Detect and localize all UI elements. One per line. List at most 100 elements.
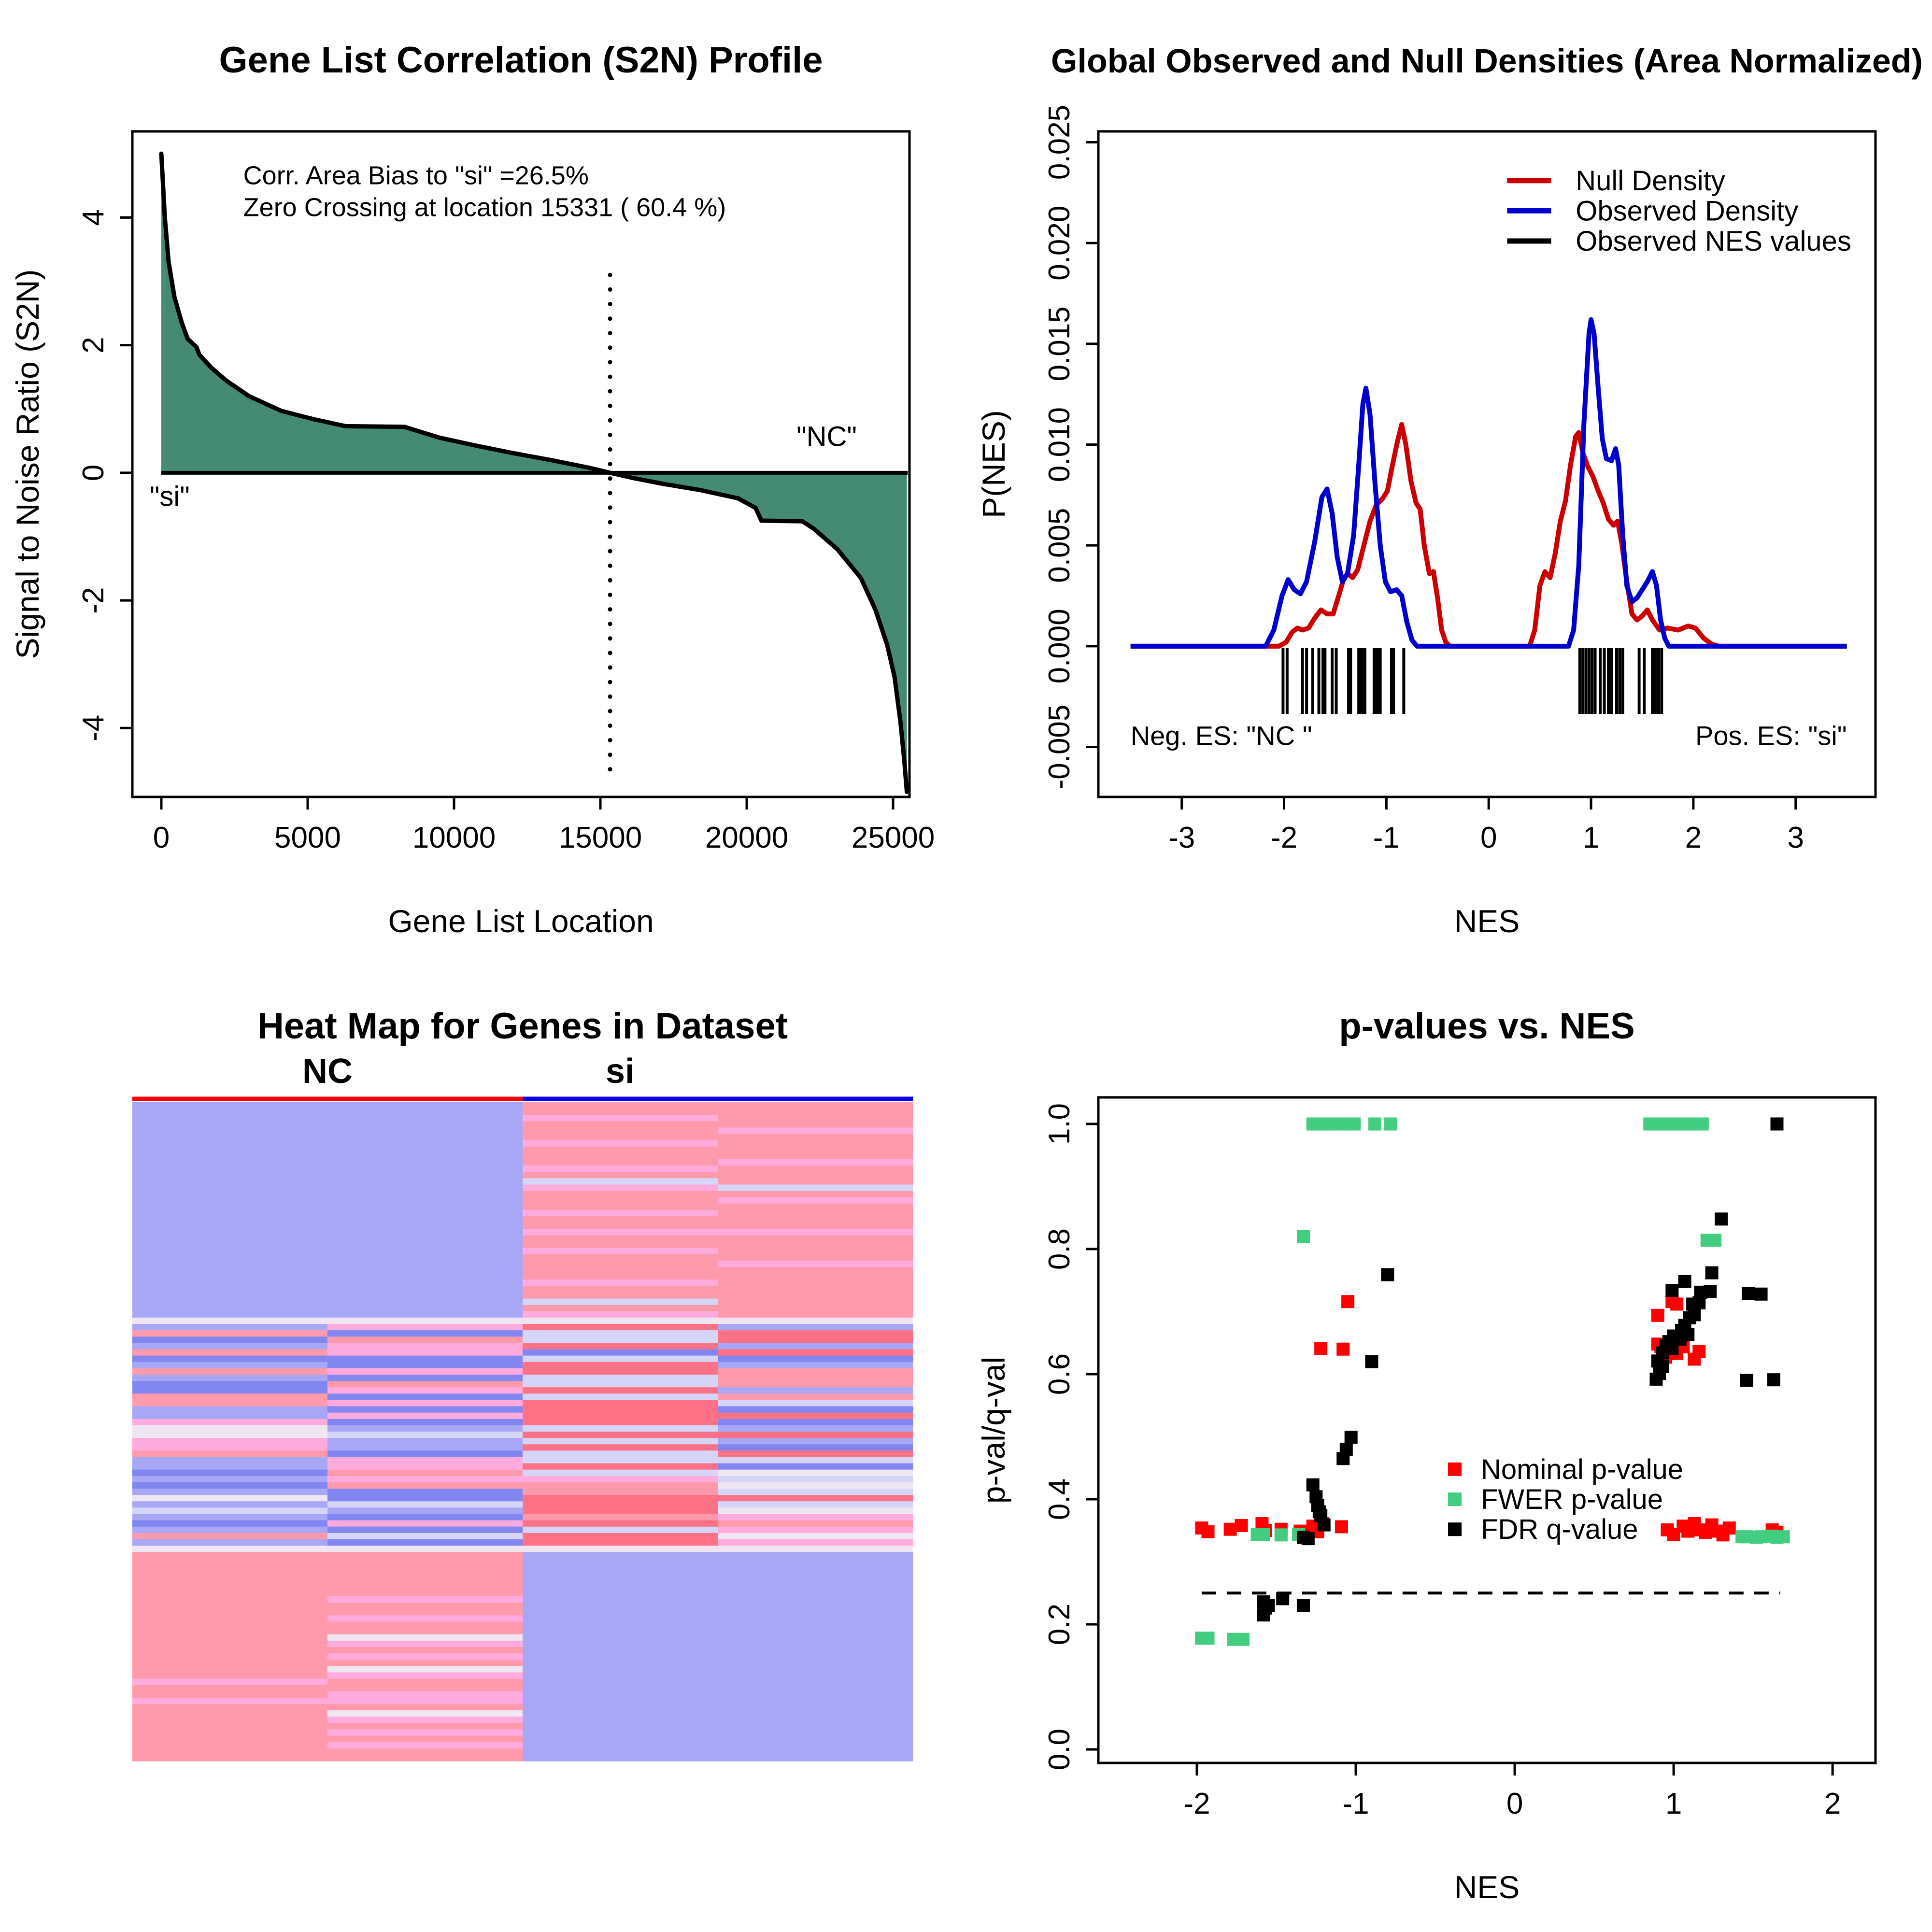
heatmap-cell bbox=[327, 1647, 523, 1654]
heatmap-cell bbox=[718, 1647, 913, 1654]
heatmap-cell bbox=[718, 1260, 913, 1267]
heatmap-cell bbox=[327, 1298, 523, 1306]
heatmap-cell bbox=[523, 1343, 718, 1350]
x-tick-label: 20000 bbox=[705, 821, 788, 854]
heatmap-cell bbox=[523, 1197, 718, 1204]
heatmap-cell bbox=[523, 1742, 718, 1749]
heatmap-cell bbox=[718, 1583, 913, 1591]
heatmap-cell bbox=[327, 1127, 523, 1135]
scatter-point-fdr bbox=[1770, 1117, 1784, 1131]
heatmap-cell bbox=[523, 1520, 718, 1527]
heatmap-cell bbox=[718, 1209, 913, 1217]
x-axis-title: NES bbox=[1454, 1869, 1520, 1905]
heatmap-cell bbox=[718, 1666, 913, 1673]
heatmap-cell bbox=[327, 1463, 523, 1470]
heatmap-cell bbox=[523, 1450, 718, 1458]
heatmap-cell bbox=[718, 1165, 913, 1172]
heatmap-cell bbox=[327, 1349, 523, 1356]
y-tick-label: 4 bbox=[77, 209, 110, 226]
y-tick-label: 1.0 bbox=[1043, 1103, 1076, 1145]
y-tick-label: 0.6 bbox=[1043, 1353, 1076, 1395]
heatmap-cell bbox=[523, 1647, 718, 1654]
heatmap-cell bbox=[132, 1178, 328, 1185]
heatmap-col-label-nc: NC bbox=[302, 1052, 353, 1091]
scatter-point-fdr bbox=[1344, 1431, 1358, 1444]
heatmap-cell bbox=[327, 1552, 523, 1559]
heatmap-cell bbox=[718, 1691, 913, 1698]
heatmap-cell bbox=[523, 1121, 718, 1128]
heatmap-cell bbox=[132, 1273, 328, 1280]
heatmap-cell bbox=[718, 1526, 913, 1534]
chart-svg-1: -3 -2 -1 0 1 2 3 -0.005 0.000 0.005 0.010 0.015 0.02… bbox=[976, 42, 1923, 939]
heatmap-cell bbox=[718, 1603, 913, 1609]
heatmap-cell bbox=[327, 1507, 523, 1515]
heatmap-cell bbox=[718, 1317, 913, 1324]
scatter-point-fdr bbox=[1306, 1478, 1320, 1492]
heatmap-cell bbox=[718, 1273, 913, 1280]
heatmap-cell bbox=[132, 1241, 328, 1249]
heatmap-cell bbox=[523, 1368, 718, 1375]
heatmap-cell bbox=[718, 1374, 913, 1381]
heatmap-cell bbox=[718, 1393, 913, 1401]
panel-densities: -3 -2 -1 0 1 2 3 -0.005 0.000 0.005 0.010 0.015 0.02… bbox=[966, 0, 1932, 966]
heatmap-cell bbox=[327, 1191, 523, 1198]
heatmap-cell bbox=[132, 1165, 328, 1172]
heatmap-cell bbox=[327, 1558, 523, 1565]
heatmap-cell bbox=[718, 1305, 913, 1312]
heatmap-cell bbox=[523, 1412, 718, 1420]
heatmap-cell bbox=[132, 1121, 328, 1128]
heatmap-cell bbox=[523, 1248, 718, 1255]
heatmap-cell bbox=[327, 1501, 523, 1508]
heatmap-cell bbox=[327, 1660, 523, 1666]
x-tick-label: 15000 bbox=[559, 821, 642, 854]
chart-svg-0: 0 5000 10000 15000 20000 25000 -4 -2 0 2 4 Gene Lis… bbox=[10, 40, 935, 939]
x-tick-label: 2 bbox=[1685, 821, 1702, 854]
heatmap-cell bbox=[327, 1754, 523, 1762]
heatmap-cell bbox=[718, 1292, 913, 1299]
heatmap-cell bbox=[718, 1596, 913, 1603]
heatmap-cell bbox=[132, 1362, 328, 1369]
heatmap-cell bbox=[327, 1609, 523, 1616]
scatter-point-nominal bbox=[1314, 1342, 1328, 1355]
heatmap-cell bbox=[718, 1685, 913, 1692]
heatmap-cell bbox=[718, 1678, 913, 1686]
x-tick-label: -1 bbox=[1342, 1787, 1369, 1820]
heatmap-cell bbox=[718, 1146, 913, 1153]
heatmap-cell bbox=[718, 1425, 913, 1432]
heatmap-cell bbox=[327, 1438, 523, 1445]
scatter-point-fdr bbox=[1704, 1285, 1717, 1298]
heatmap-cell bbox=[132, 1685, 328, 1692]
heatmap-cell bbox=[132, 1368, 328, 1375]
y-tick-label: 0.020 bbox=[1043, 206, 1076, 281]
heatmap-cell bbox=[132, 1476, 328, 1483]
heatmap-cell bbox=[327, 1520, 523, 1527]
heatmap-cell bbox=[718, 1450, 913, 1458]
heatmap-cell bbox=[327, 1400, 523, 1407]
y-tick-label: 0.015 bbox=[1043, 306, 1076, 381]
heatmap-cell bbox=[132, 1735, 328, 1743]
heatmap-cell bbox=[132, 1628, 328, 1635]
heatmap-cell bbox=[327, 1311, 523, 1318]
scatter-point-fwer bbox=[1695, 1117, 1709, 1131]
heatmap-cell bbox=[718, 1533, 913, 1540]
heatmap-cell bbox=[327, 1482, 523, 1489]
chart-svg-3: -2 -1 0 1 2 0.0 0.2 0.4 0.6 0.8 1.0 p-values vs. NE… bbox=[976, 1006, 1877, 1905]
heatmap-cell bbox=[327, 1140, 523, 1147]
scatter-point-fdr bbox=[1365, 1355, 1378, 1368]
heatmap-col-label-si: si bbox=[606, 1052, 635, 1091]
heatmap-cell bbox=[523, 1710, 718, 1717]
heatmap-cell bbox=[327, 1152, 523, 1160]
heatmap-cell bbox=[132, 1248, 328, 1255]
heatmap-cell bbox=[523, 1209, 718, 1217]
heatmap-cell bbox=[718, 1495, 913, 1502]
heatmap-cell bbox=[132, 1292, 328, 1299]
heatmap-cell bbox=[718, 1381, 913, 1388]
heatmap-cell bbox=[132, 1697, 328, 1705]
heatmap-cell bbox=[718, 1412, 913, 1420]
heatmap-cell bbox=[523, 1552, 718, 1559]
scatter-point-fdr bbox=[1381, 1268, 1394, 1281]
annotation-text: "NC" bbox=[796, 421, 857, 452]
scatter-point-fdr bbox=[1740, 1374, 1753, 1387]
heatmap-cell bbox=[523, 1349, 718, 1356]
